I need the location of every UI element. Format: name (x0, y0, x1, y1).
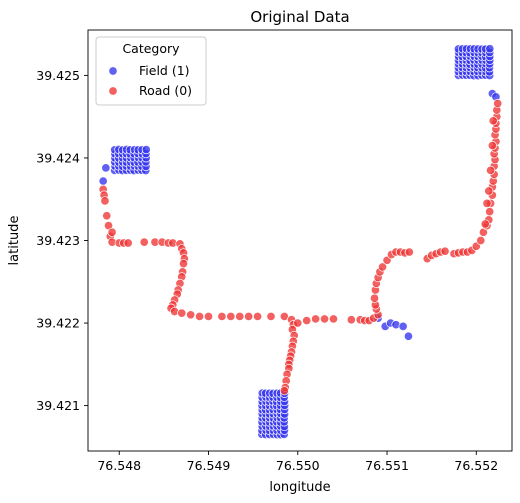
road-point (226, 311, 236, 321)
x-tick-label: 76.550 (276, 458, 320, 473)
legend: Category Field (1) Road (0) (95, 36, 207, 106)
road-point (404, 247, 414, 257)
field-point (485, 44, 495, 54)
legend-marker (108, 66, 118, 76)
legend-label: Field (1) (139, 63, 190, 78)
road-point (186, 310, 196, 320)
x-tick-label: 76.551 (365, 458, 409, 473)
road-point (487, 141, 497, 151)
road-point (319, 314, 330, 324)
road-point (279, 386, 289, 396)
x-tick-label: 76.548 (97, 458, 141, 473)
y-tick-label: 39.424 (36, 150, 80, 165)
legend-marker (108, 86, 118, 96)
y-tick-label: 39.425 (36, 68, 80, 83)
road-point (102, 211, 112, 221)
y-tick-label: 39.423 (36, 233, 80, 248)
road-point (235, 311, 245, 321)
road-point (203, 311, 214, 321)
road-point (178, 259, 189, 269)
road-point (378, 262, 388, 272)
y-axis: 39.421 39.422 39.423 39.424 39.425 (36, 68, 88, 413)
road-point (485, 207, 495, 217)
road-point (195, 311, 205, 321)
points-layer (98, 44, 503, 440)
y-tick-label: 39.422 (36, 316, 80, 331)
y-axis-label: latitude (7, 216, 22, 266)
road-point (482, 198, 492, 208)
road-point (107, 227, 117, 237)
road-point (440, 246, 450, 256)
road-point (217, 311, 227, 321)
field-point (101, 163, 111, 173)
road-point (177, 308, 187, 318)
road-point (476, 235, 486, 246)
road-point (266, 311, 276, 321)
y-tick-label: 39.421 (36, 398, 80, 413)
road-point (293, 318, 303, 328)
road-point (480, 219, 490, 229)
road-point (244, 311, 254, 321)
field-point (398, 321, 408, 331)
road-point (486, 165, 496, 175)
road-point (253, 311, 263, 321)
legend-title: Category (122, 41, 180, 56)
road-point (139, 237, 149, 247)
x-tick-label: 76.549 (187, 458, 231, 473)
road-point (346, 315, 356, 325)
x-axis-label: longitude (269, 480, 330, 495)
field-point (141, 144, 151, 155)
road-point (493, 98, 503, 109)
road-point (123, 238, 133, 248)
road-point (484, 186, 494, 196)
legend-label: Road (0) (139, 83, 192, 98)
field-point (403, 331, 414, 341)
legend-box (95, 36, 207, 106)
x-axis: 76.548 76.549 76.550 76.551 76.552 (97, 451, 498, 473)
road-point (302, 316, 312, 326)
field-point (98, 176, 108, 186)
road-point (369, 293, 380, 303)
x-tick-label: 76.552 (454, 458, 498, 473)
road-point (100, 196, 110, 206)
road-point (311, 314, 321, 324)
chart-title: Original Data (250, 8, 349, 26)
road-point (488, 116, 498, 126)
road-point (328, 314, 339, 324)
